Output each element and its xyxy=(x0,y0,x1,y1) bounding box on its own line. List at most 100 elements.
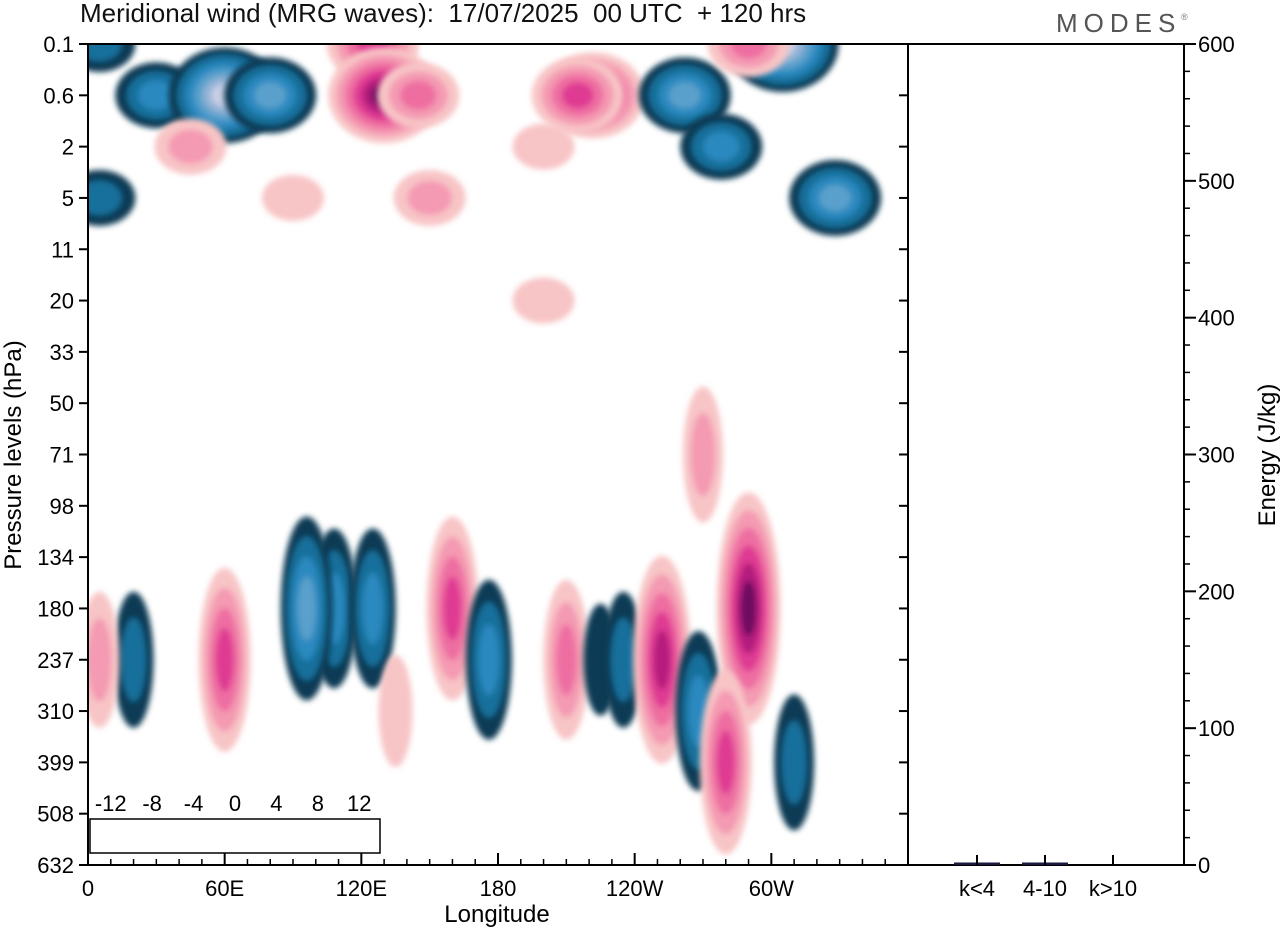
energy-tick-label: 100 xyxy=(1198,716,1235,741)
y-tick-label: 180 xyxy=(37,596,74,621)
anomaly-feature xyxy=(378,655,413,768)
x-tick-label: 180 xyxy=(480,876,517,901)
y-tick-label: 20 xyxy=(50,289,74,314)
energy-tick-label: 300 xyxy=(1198,443,1235,468)
colorbar-tick-label: -12 xyxy=(95,791,127,816)
y-tick-label: 632 xyxy=(37,853,74,878)
colorbar-frame xyxy=(89,818,381,854)
anomaly-feature xyxy=(154,118,227,175)
y-tick-label: 50 xyxy=(50,391,74,416)
anomaly-feature xyxy=(198,567,251,752)
anomaly-contour xyxy=(690,412,716,497)
anomaly-feature xyxy=(699,670,752,855)
y-tick-label: 134 xyxy=(37,545,74,570)
anomaly-feature xyxy=(774,694,815,831)
anomaly-feature xyxy=(280,516,333,701)
y-tick-label: 310 xyxy=(37,699,74,724)
anomaly-feature xyxy=(377,62,460,129)
anomaly-feature xyxy=(638,57,731,134)
anomaly-feature xyxy=(224,57,317,134)
energy-tick-label: 0 xyxy=(1198,853,1210,878)
anomaly-feature xyxy=(426,516,479,701)
colorbar-tick-label: -4 xyxy=(184,791,204,816)
y-tick-label: 0.6 xyxy=(43,83,74,108)
anomaly-feature xyxy=(262,174,324,221)
y-tick-label: 237 xyxy=(37,648,74,673)
anomaly-feature xyxy=(543,579,590,740)
y-tick-label: 5 xyxy=(62,186,74,211)
anomaly-feature xyxy=(683,386,723,523)
anomaly-feature xyxy=(512,277,575,324)
anomaly-contour xyxy=(556,624,577,696)
anomaly-feature xyxy=(349,528,396,689)
energy-axes: 0 100 200 300 400 500 600 Energy (J/kg) k<4 4-10 k… xyxy=(959,32,1280,901)
colorbar-tick-label: -8 xyxy=(142,791,162,816)
energy-category-label: 4-10 xyxy=(1023,876,1067,901)
anomaly-feature xyxy=(707,44,790,77)
brand-logo: MODES xyxy=(1056,8,1182,38)
energy-category-label: k>10 xyxy=(1089,876,1137,901)
colorbar-tick-label: 12 xyxy=(347,791,371,816)
energy-panel-frame xyxy=(907,43,1185,866)
anomaly-contour xyxy=(512,277,575,324)
anomaly-contour xyxy=(512,123,575,170)
colorbar-tick-label: 4 xyxy=(270,791,282,816)
anomaly-feature xyxy=(531,57,624,134)
anomaly-contour xyxy=(121,617,146,702)
registered-mark-icon: ® xyxy=(1181,12,1188,22)
y-tick-label: 33 xyxy=(50,340,74,365)
anomaly-feature xyxy=(88,44,136,72)
anomaly-contour xyxy=(88,180,122,216)
anomaly-contour xyxy=(362,572,383,645)
anomaly-contour xyxy=(740,580,757,637)
anomaly-contour xyxy=(254,82,287,109)
x-tick-label: 60E xyxy=(205,876,244,901)
y-tick-label: 399 xyxy=(37,750,74,775)
energy-axis-label: Energy (J/kg) xyxy=(1254,384,1280,527)
anomaly-contour xyxy=(653,630,671,690)
anomaly-contour xyxy=(730,44,767,59)
anomaly-contour xyxy=(703,131,740,162)
anomaly-contour xyxy=(561,82,594,109)
x-tick-label: 120E xyxy=(336,876,387,901)
anomaly-feature xyxy=(512,123,575,170)
anomaly-feature xyxy=(633,555,691,764)
x-tick-label: 60W xyxy=(749,876,794,901)
x-axis-label: Longitude xyxy=(444,901,549,928)
anomaly-feature xyxy=(465,579,512,740)
anomaly-feature xyxy=(789,159,882,236)
energy-tick-label: 600 xyxy=(1198,32,1235,57)
colorbar: -12 -8 -4 0 4 8 12 xyxy=(89,791,381,854)
anomaly-contour xyxy=(781,720,807,805)
y-axis-label: Pressure levels (hPa) xyxy=(0,340,27,569)
anomaly-contour xyxy=(478,624,500,696)
y-tick-label: 508 xyxy=(37,802,74,827)
energy-tick-label: 200 xyxy=(1198,579,1235,604)
y-tick-label: 0.1 xyxy=(43,32,74,57)
anomaly-contour xyxy=(215,627,234,692)
anomaly-feature xyxy=(680,113,763,180)
anomaly-contour xyxy=(88,44,122,62)
anomaly-contour xyxy=(443,576,462,641)
anomaly-contour xyxy=(297,576,316,641)
anomaly-feature xyxy=(88,169,136,226)
anomaly-feature xyxy=(716,492,781,725)
heatmap-field xyxy=(88,44,882,855)
anomaly-feature xyxy=(603,591,644,728)
anomaly-contour xyxy=(168,129,213,164)
colorbar-tick-label: 8 xyxy=(312,791,324,816)
anomaly-feature xyxy=(113,591,154,728)
anomaly-contour xyxy=(716,730,735,795)
anomaly-contour xyxy=(138,80,175,111)
anomaly-feature xyxy=(393,169,466,226)
anomaly-contour xyxy=(668,82,701,109)
y-tick-label: 11 xyxy=(51,237,74,262)
anomaly-contour xyxy=(819,184,852,212)
anomaly-contour xyxy=(378,655,413,768)
chart-title: Meridional wind (MRG waves): 17/07/2025 … xyxy=(80,0,807,28)
anomaly-contour xyxy=(407,180,452,216)
anomaly-feature xyxy=(88,591,120,728)
anomaly-contour xyxy=(610,617,636,702)
x-tick-label: 120W xyxy=(606,876,664,901)
